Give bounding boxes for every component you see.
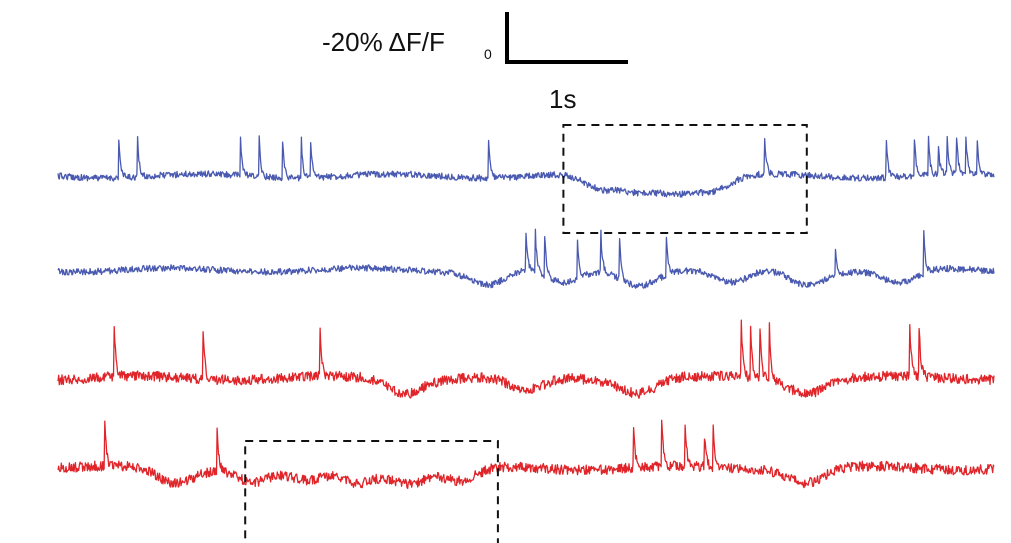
trace-4 (57, 419, 995, 490)
trace-2 (57, 228, 995, 289)
dashed-highlight-box-1 (562, 124, 808, 234)
scale-bar-y-label: -20% ΔF/F (322, 27, 445, 57)
scale-bar-x-label: 1s (549, 84, 576, 114)
trace-group (57, 135, 995, 490)
dashed-box-group (244, 124, 808, 543)
trace-3 (57, 319, 995, 399)
scale-bar-y-label-subscript: 0 (484, 46, 492, 62)
trace-1 (57, 135, 995, 198)
scale-bar: -20% ΔF/F 0 1s (322, 12, 628, 114)
dashed-highlight-box-2 (244, 440, 499, 543)
